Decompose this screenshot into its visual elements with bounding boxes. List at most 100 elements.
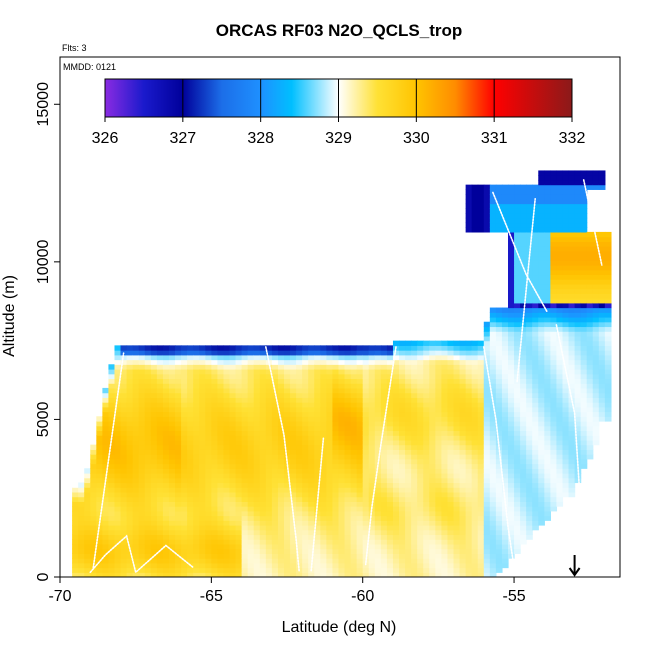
heatmap-cell xyxy=(550,335,558,342)
heatmap-cell xyxy=(217,430,225,436)
heatmap-cell xyxy=(296,430,303,436)
heatmap-cell xyxy=(447,421,455,427)
heatmap-cell xyxy=(265,378,273,384)
heatmap-cell xyxy=(417,515,424,521)
heatmap-cell xyxy=(277,454,285,460)
heatmap-cell xyxy=(489,430,497,436)
heatmap-cell xyxy=(544,250,551,257)
heatmap-cell xyxy=(241,520,249,526)
heatmap-cell xyxy=(211,350,219,356)
heatmap-cell xyxy=(380,392,388,398)
heatmap-cell xyxy=(199,491,206,498)
heatmap-cell xyxy=(350,350,358,356)
heatmap-cell xyxy=(284,572,291,577)
heatmap-cell xyxy=(205,529,212,536)
heatmap-cell xyxy=(392,496,400,502)
heatmap-cell xyxy=(471,416,479,422)
heatmap-cell xyxy=(277,529,285,536)
heatmap-cell xyxy=(386,354,394,361)
heatmap-cell xyxy=(429,458,436,465)
heatmap-cell xyxy=(193,392,200,398)
heatmap-cell xyxy=(223,435,231,441)
heatmap-cell xyxy=(187,402,194,408)
heatmap-cell xyxy=(168,520,176,526)
heatmap-cell xyxy=(229,558,237,564)
heatmap-cell xyxy=(508,255,515,261)
heatmap-cell xyxy=(338,421,346,427)
heatmap-cell xyxy=(265,444,273,450)
heatmap-cell xyxy=(514,222,521,228)
heatmap-cell xyxy=(126,468,134,474)
heatmap-cell xyxy=(417,359,424,365)
heatmap-cell xyxy=(368,468,376,474)
heatmap-cell xyxy=(501,454,509,460)
heatmap-cell xyxy=(538,302,545,309)
heatmap-cell xyxy=(338,430,346,436)
heatmap-cell xyxy=(489,208,497,214)
heatmap-cell xyxy=(241,529,249,536)
heatmap-cell xyxy=(156,378,164,384)
heatmap-cell xyxy=(538,425,545,432)
heatmap-cell xyxy=(241,491,249,498)
heatmap-cell xyxy=(290,369,297,375)
heatmap-cell xyxy=(296,572,303,577)
heatmap-cell xyxy=(90,458,97,465)
heatmap-cell xyxy=(568,449,576,455)
heatmap-cell xyxy=(144,383,152,389)
heatmap-cell xyxy=(568,265,576,271)
heatmap-cell xyxy=(386,369,394,375)
heatmap-cell xyxy=(489,421,497,427)
heatmap-cell xyxy=(265,383,273,389)
heatmap-cell xyxy=(114,369,122,375)
heatmap-cell xyxy=(253,458,261,465)
heatmap-cell xyxy=(471,482,479,488)
heatmap-cell xyxy=(604,250,612,257)
heatmap-cell xyxy=(483,482,491,488)
heatmap-cell xyxy=(193,543,200,550)
heatmap-cell xyxy=(380,543,388,550)
heatmap-cell xyxy=(429,496,436,502)
heatmap-cell xyxy=(604,387,612,394)
heatmap-cell xyxy=(132,501,140,507)
heatmap-cell xyxy=(562,439,570,446)
heatmap-cell xyxy=(520,326,527,332)
heatmap-cell xyxy=(284,416,291,422)
heatmap-cell xyxy=(132,548,140,554)
heatmap-cell xyxy=(108,473,116,479)
heatmap-cell xyxy=(211,397,219,403)
heatmap-cell xyxy=(290,558,297,564)
heatmap-cell xyxy=(441,383,449,389)
heatmap-cell xyxy=(399,430,406,436)
heatmap-cell xyxy=(556,397,564,403)
heatmap-cell xyxy=(314,515,321,521)
heatmap-cell xyxy=(392,392,400,398)
heatmap-cell xyxy=(568,236,576,242)
heatmap-cell xyxy=(265,354,273,361)
heatmap-cell xyxy=(392,520,400,526)
heatmap-cell xyxy=(84,543,91,550)
heatmap-cell xyxy=(132,416,140,422)
heatmap-cell xyxy=(386,562,394,569)
heatmap-cell xyxy=(247,468,255,474)
heatmap-cell xyxy=(586,274,594,280)
heatmap-cell xyxy=(556,203,564,209)
heatmap-cell xyxy=(447,411,455,417)
heatmap-cell xyxy=(126,501,134,507)
heatmap-cell xyxy=(247,491,255,498)
heatmap-cell xyxy=(344,430,352,436)
heatmap-cell xyxy=(175,468,182,474)
heatmap-cell xyxy=(162,378,170,384)
heatmap-cell xyxy=(514,321,521,328)
heatmap-cell xyxy=(96,473,103,479)
heatmap-cell xyxy=(211,482,219,488)
heatmap-cell xyxy=(217,477,225,484)
heatmap-cell xyxy=(332,501,340,507)
heatmap-cell xyxy=(314,444,321,450)
heatmap-cell xyxy=(489,331,497,337)
heatmap-cell xyxy=(495,416,503,422)
heatmap-cell xyxy=(532,397,539,403)
heatmap-cell xyxy=(211,392,219,398)
heatmap-cell xyxy=(592,340,600,346)
heatmap-cell xyxy=(392,543,400,550)
